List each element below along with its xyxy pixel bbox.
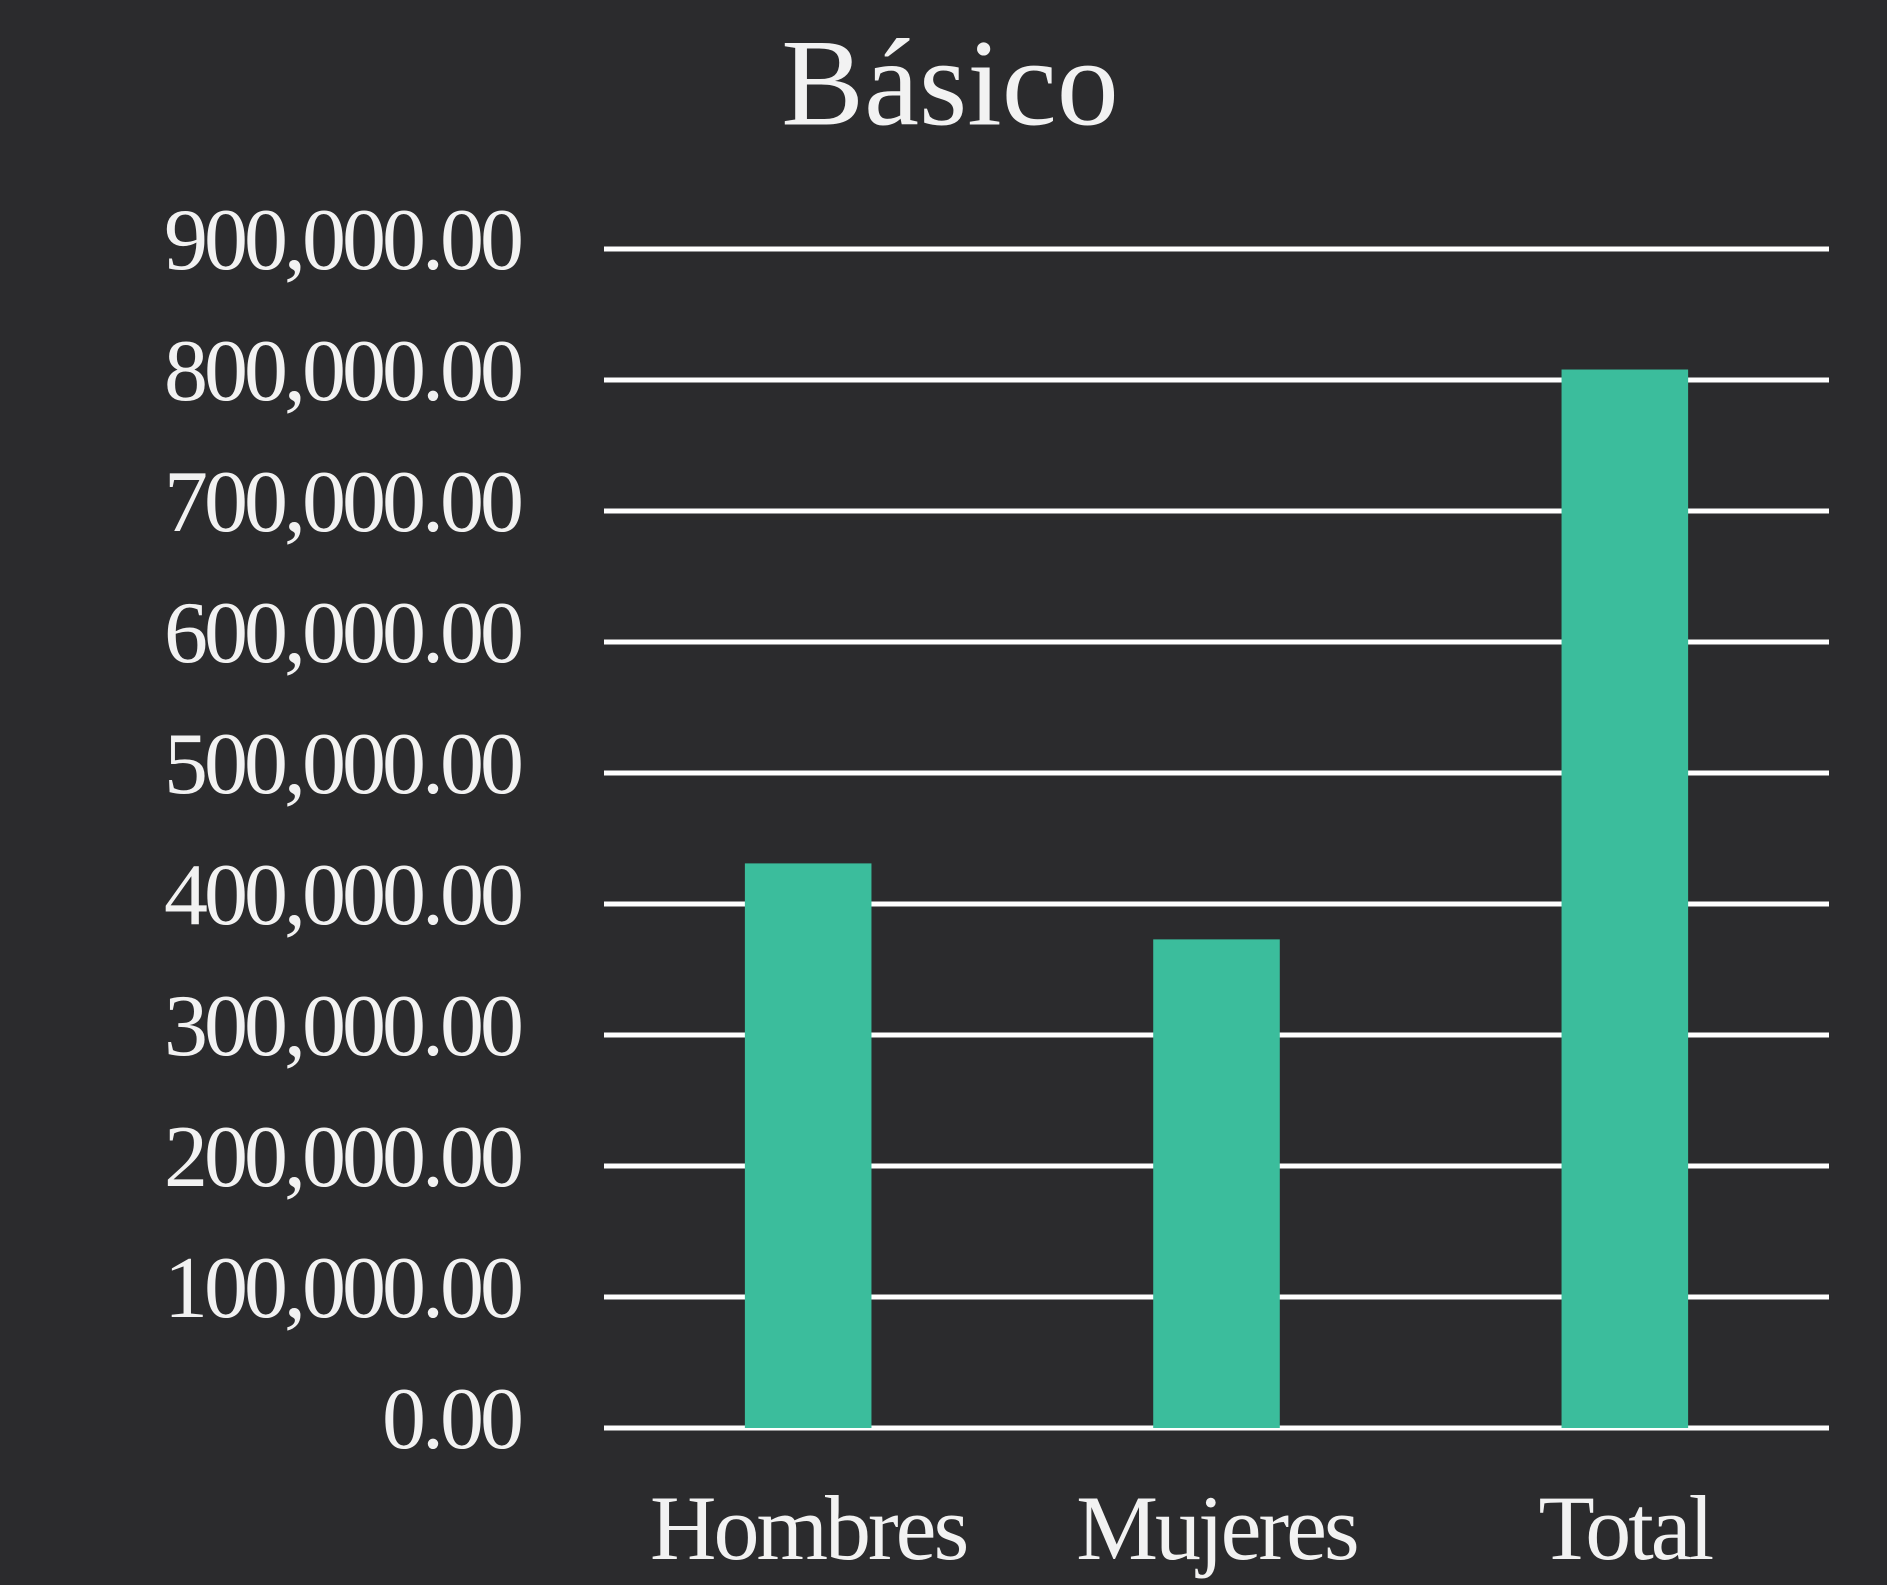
x-tick-label: Mujeres xyxy=(1076,1477,1357,1579)
y-tick-label: 400,000.00 xyxy=(164,847,521,944)
y-tick-label: 500,000.00 xyxy=(164,716,521,813)
bar xyxy=(1561,369,1689,1428)
y-tick-label: 0.00 xyxy=(382,1371,521,1468)
y-tick-label: 100,000.00 xyxy=(164,1240,521,1337)
y-tick-label: 700,000.00 xyxy=(164,454,521,551)
y-tick-label: 300,000.00 xyxy=(164,978,521,1075)
bar xyxy=(1153,939,1280,1428)
y-tick-label: 900,000.00 xyxy=(164,192,521,289)
x-tick-label: Hombres xyxy=(650,1477,966,1579)
bar xyxy=(744,863,872,1428)
y-tick-label: 600,000.00 xyxy=(164,585,521,682)
y-tick-label: 800,000.00 xyxy=(164,323,521,420)
x-tick-label: Total xyxy=(1538,1477,1712,1579)
y-tick-label: 200,000.00 xyxy=(164,1109,521,1206)
chart-title: Básico xyxy=(781,14,1119,151)
